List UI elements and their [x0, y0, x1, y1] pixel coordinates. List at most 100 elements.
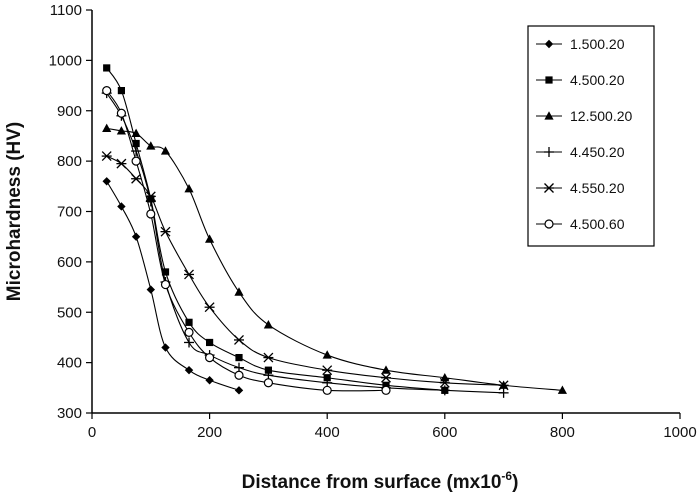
- data-point: [184, 184, 194, 193]
- x-tick-label: 800: [550, 424, 575, 441]
- data-point: [205, 352, 215, 363]
- y-tick-label: 500: [57, 304, 82, 321]
- legend-marker: [544, 39, 554, 49]
- y-tick-label: 800: [57, 153, 82, 170]
- y-tick-label: 900: [57, 103, 82, 120]
- data-point: [322, 350, 332, 359]
- data-point: [264, 366, 272, 374]
- x-axis-title-main: Distance from surface (mx10: [242, 472, 502, 493]
- data-point: [146, 285, 155, 294]
- series-4: [101, 88, 509, 398]
- data-point: [234, 370, 244, 380]
- data-point: [102, 85, 112, 96]
- data-point: [184, 337, 195, 348]
- legend-item: 4.450.20: [536, 144, 625, 160]
- legend-marker: [544, 183, 554, 193]
- legend-box: [527, 25, 655, 247]
- legend-marker: [544, 219, 554, 229]
- data-point: [439, 385, 450, 396]
- legend: 1.500.20 4.500.20 12.500.20 4.450.20 4.550.2…: [527, 25, 655, 247]
- data-point: [160, 279, 171, 290]
- data-point: [102, 177, 111, 186]
- data-point: [184, 269, 195, 280]
- data-point: [263, 378, 273, 388]
- series-5: [101, 151, 509, 391]
- data-point: [184, 327, 194, 337]
- y-tick-label: 400: [57, 355, 82, 372]
- data-point: [206, 338, 214, 347]
- axes: 300 400 500 600 700 800 900 1000 1100 0 200 400 600 8…: [49, 2, 697, 441]
- data-point: [381, 385, 391, 395]
- data-point: [323, 374, 331, 382]
- data-point: [440, 372, 450, 382]
- data-point: [161, 268, 170, 276]
- data-point: [131, 173, 142, 184]
- x-tick-label: 0: [88, 424, 96, 441]
- data-point: [235, 353, 243, 362]
- legend-label: 1.500.20: [570, 36, 625, 52]
- legend-item: 12.500.20: [536, 108, 632, 124]
- legend-label: 4.550.20: [570, 180, 625, 196]
- data-point: [161, 343, 170, 352]
- data-point: [205, 376, 214, 385]
- data-point: [234, 287, 244, 296]
- y-axis-title: Microhardness (HV): [4, 122, 25, 301]
- data-point: [117, 202, 126, 211]
- legend-label: 4.500.60: [570, 216, 625, 232]
- series-2: [103, 64, 449, 394]
- legend-marker: [544, 147, 554, 157]
- y-tick-label: 700: [57, 204, 82, 221]
- data-point: [102, 123, 112, 132]
- data-point: [103, 64, 111, 72]
- series-line: [106, 127, 563, 391]
- series-1: [102, 177, 244, 395]
- data-point: [263, 320, 273, 329]
- legend-label: 4.450.20: [570, 144, 625, 160]
- data-point: [146, 141, 156, 150]
- data-point: [498, 380, 509, 391]
- legend-label: 12.500.20: [570, 108, 632, 124]
- data-point: [132, 139, 140, 148]
- legend-item: 4.500.60: [536, 216, 625, 232]
- data-point: [381, 365, 391, 374]
- data-point: [131, 232, 141, 241]
- y-tick-label: 1100: [50, 2, 82, 19]
- data-point: [234, 334, 244, 345]
- data-point: [116, 158, 127, 169]
- data-point: [146, 209, 156, 219]
- data-point: [101, 151, 112, 162]
- data-point: [381, 372, 391, 383]
- series-layer: [101, 64, 567, 398]
- x-tick-label: 400: [315, 424, 340, 441]
- data-point: [439, 377, 450, 388]
- legend-item: 4.500.20: [536, 72, 625, 88]
- series-line: [106, 180, 240, 391]
- series-3: [102, 123, 567, 394]
- x-tick-label: 1000: [663, 424, 696, 441]
- y-tick-label: 600: [57, 254, 82, 271]
- legend-item: 1.500.20: [536, 36, 625, 52]
- data-point: [160, 146, 171, 155]
- y-tick-label: 300: [57, 405, 82, 422]
- data-point: [145, 191, 156, 202]
- x-tick-label: 200: [197, 424, 222, 441]
- data-point: [204, 302, 215, 313]
- data-point: [263, 352, 274, 363]
- data-point: [205, 234, 215, 243]
- x-axis-title-close: ): [512, 472, 518, 493]
- data-point: [322, 365, 333, 376]
- data-point: [185, 318, 193, 326]
- data-point: [234, 386, 244, 395]
- data-point: [184, 365, 194, 375]
- legend-item: 4.550.20: [536, 180, 625, 196]
- data-point: [160, 226, 171, 237]
- x-tick-label: 600: [432, 424, 457, 441]
- legend-marker: [544, 111, 554, 120]
- data-point: [498, 387, 509, 398]
- y-tick-label: 1000: [49, 52, 82, 69]
- legend-marker: [545, 76, 553, 84]
- data-point: [131, 128, 141, 138]
- data-point: [557, 385, 567, 394]
